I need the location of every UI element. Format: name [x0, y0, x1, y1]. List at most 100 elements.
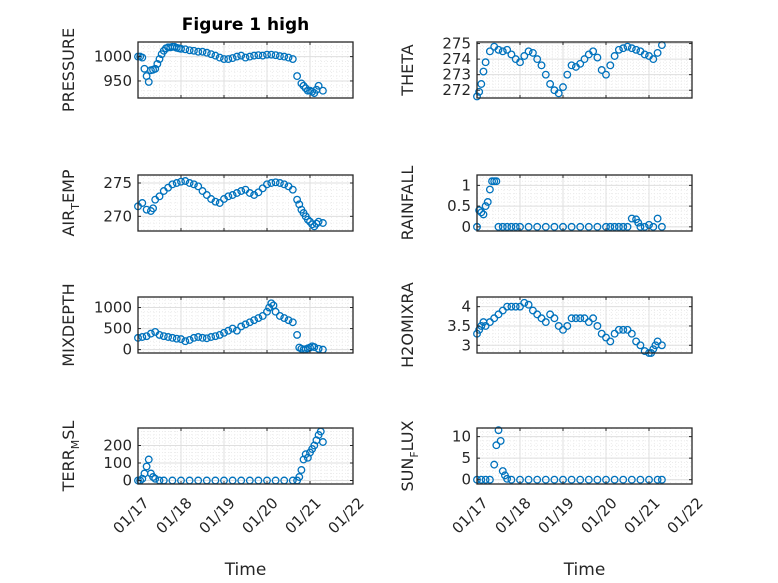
data-point: [584, 318, 593, 327]
data-point: [503, 302, 512, 311]
data-point: [632, 45, 641, 54]
data-point: [533, 55, 542, 64]
data-point: [194, 47, 203, 56]
data-point: [144, 77, 153, 86]
data-point: [288, 318, 297, 327]
data-point: [299, 81, 308, 90]
data-point: [485, 47, 494, 56]
data-point: [619, 475, 628, 484]
data-point: [498, 306, 507, 315]
y-axis-label: THETA: [398, 44, 417, 96]
x-tick-label: 01/20: [577, 494, 620, 537]
data-point: [138, 199, 147, 207]
data-point: [149, 473, 157, 481]
data-point: [475, 87, 484, 96]
data-point: [524, 300, 533, 309]
data-point: [189, 333, 198, 342]
data-point: [610, 475, 619, 484]
data-point: [490, 314, 499, 323]
data-point: [559, 83, 567, 92]
data-point: [640, 222, 649, 231]
data-point: [606, 222, 615, 231]
y-tick-label: 272: [442, 81, 471, 99]
data-point: [657, 475, 666, 484]
data-point: [498, 47, 507, 56]
data-point: [297, 79, 306, 88]
data-point: [589, 314, 598, 323]
data-point: [541, 70, 550, 79]
y-tick-label: 500: [103, 320, 132, 338]
data-point: [632, 337, 641, 346]
data-point: [280, 314, 289, 323]
data-point: [267, 50, 276, 59]
x-tick-label: 01/19: [534, 494, 577, 537]
data-point: [520, 298, 529, 307]
data-point: [490, 460, 499, 469]
subplot-mixdepth: 0 500 1000 MIXDEPTH: [59, 283, 354, 367]
data-point: [550, 475, 559, 484]
y-tick-label: 950: [103, 72, 132, 90]
data-point: [485, 475, 494, 484]
data-point: [541, 222, 550, 231]
data-point: [477, 208, 486, 217]
y-tick-label: 270: [103, 207, 132, 225]
data-point: [546, 310, 555, 319]
data-point: [597, 329, 606, 338]
data-point: [636, 341, 645, 350]
data-point: [142, 332, 151, 341]
data-point: [314, 344, 323, 353]
data-point: [516, 302, 524, 311]
data-point: [498, 222, 507, 231]
data-point: [245, 52, 254, 61]
data-point: [250, 316, 259, 325]
y-tick-label: 4: [461, 298, 471, 316]
data-point: [271, 51, 280, 60]
data-point: [492, 441, 501, 450]
data-point: [271, 178, 280, 187]
data-point: [168, 333, 177, 342]
data-point: [479, 67, 488, 76]
data-point: [295, 473, 304, 481]
data-point: [207, 50, 216, 59]
data-point: [308, 220, 317, 229]
data-point: [481, 58, 490, 67]
data-point: [185, 335, 194, 344]
y-tick-label: 1: [461, 176, 471, 194]
data-point: [649, 55, 658, 64]
data-point: [153, 59, 162, 68]
data-point: [619, 222, 628, 231]
data-point: [215, 330, 224, 339]
data-point: [649, 222, 658, 231]
data-point: [520, 52, 529, 60]
data-point: [563, 322, 572, 330]
data-point: [533, 310, 542, 319]
y-tick-label: 0: [122, 472, 132, 490]
data-point: [237, 187, 246, 195]
y-axis-label: SUNFLUX: [398, 420, 421, 491]
data-point: [614, 45, 623, 54]
data-point: [481, 202, 490, 211]
x-tick-label: 01/17: [448, 494, 491, 537]
data-point: [177, 177, 185, 186]
data-point: [516, 58, 524, 67]
axes-frame: [137, 296, 354, 354]
data-point: [241, 53, 250, 62]
data-point: [610, 52, 619, 60]
data-point: [263, 180, 271, 189]
data-point: [202, 48, 211, 57]
data-point: [241, 320, 250, 329]
data-point: [254, 314, 263, 323]
data-point: [301, 84, 310, 93]
data-point: [211, 332, 220, 341]
data-point: [189, 46, 198, 55]
data-point: [576, 475, 585, 484]
data-point: [245, 318, 254, 327]
data-point: [640, 50, 649, 59]
axes-frame: [476, 41, 693, 99]
x-tick-label: 01/22: [663, 494, 706, 537]
data-point: [303, 215, 312, 224]
data-point: [258, 184, 267, 193]
y-axis-label: AIRTEMP: [59, 169, 82, 236]
data-point: [507, 50, 516, 59]
